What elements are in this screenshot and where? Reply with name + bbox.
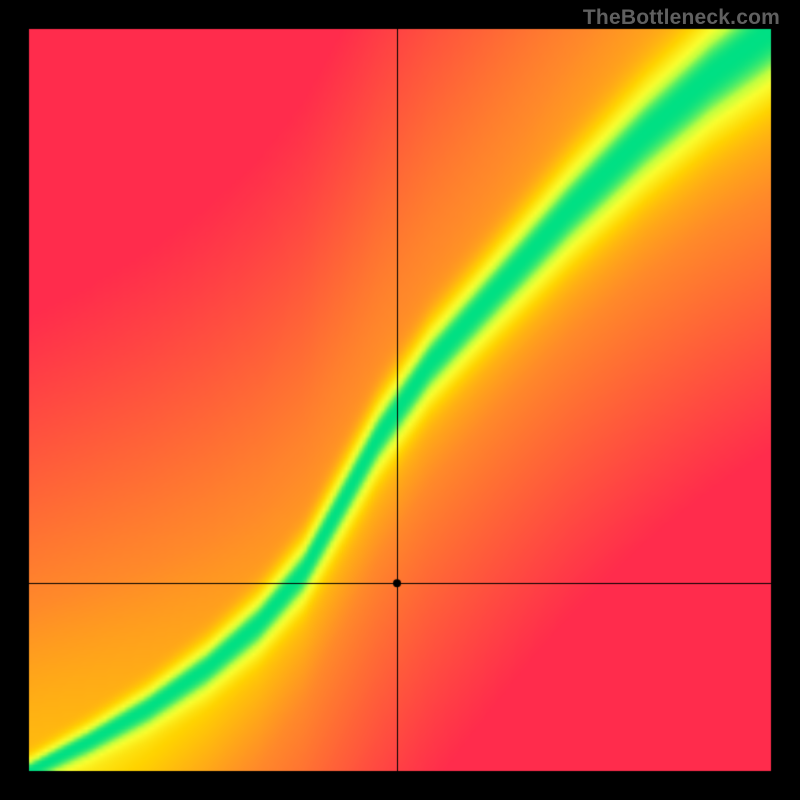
watermark-text: TheBottleneck.com — [583, 6, 780, 30]
bottleneck-heatmap — [0, 0, 800, 800]
